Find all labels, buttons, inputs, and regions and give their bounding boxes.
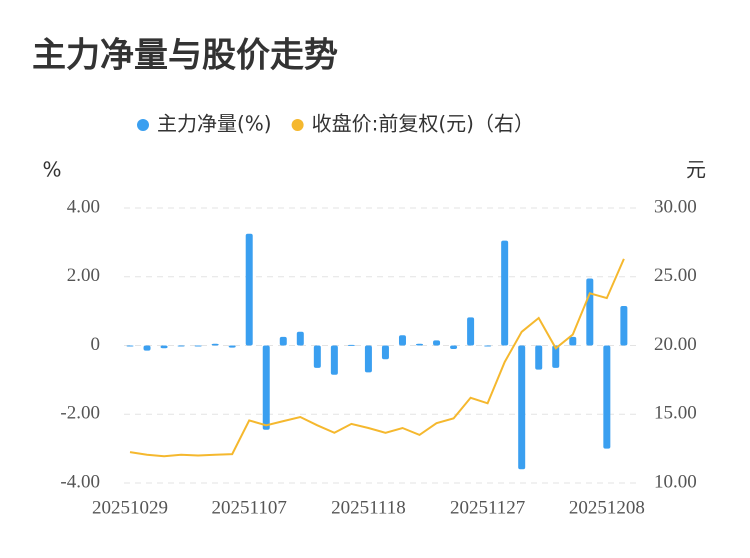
bar <box>143 345 151 351</box>
bar <box>160 345 168 349</box>
y2-tick-label: 30.00 <box>654 196 697 217</box>
legend-marker <box>137 119 149 131</box>
bar <box>569 336 577 346</box>
bar <box>501 240 509 346</box>
y-tick-label: -2.00 <box>60 403 100 424</box>
legend-label: 主力净量(%) <box>157 112 272 136</box>
y2-tick-label: 25.00 <box>654 265 697 286</box>
bar <box>552 345 560 368</box>
bar <box>381 345 389 360</box>
bar <box>535 345 543 370</box>
bar <box>347 344 355 346</box>
bar <box>228 345 236 348</box>
bar <box>467 317 475 346</box>
bar <box>330 345 338 375</box>
bar <box>177 345 185 347</box>
y-tick-label: -4.00 <box>60 471 100 492</box>
bar <box>364 345 372 373</box>
y-tick-label: 2.00 <box>67 265 100 286</box>
bar <box>620 305 628 346</box>
y-tick-label: 4.00 <box>67 196 100 217</box>
price-line <box>129 258 625 458</box>
bar <box>416 343 424 346</box>
y2-tick-label: 20.00 <box>654 334 697 355</box>
y2-tick-label: 15.00 <box>654 403 697 424</box>
bar <box>262 345 270 430</box>
x-tick-label: 20251118 <box>331 497 406 518</box>
bar <box>450 345 458 349</box>
y2-axis-label: 元 <box>686 158 706 182</box>
x-tick-label: 20251029 <box>92 497 168 518</box>
bar <box>279 336 287 346</box>
x-tick-label: 20251107 <box>212 497 287 518</box>
x-tick-label: 20251208 <box>569 497 645 518</box>
bar <box>126 345 134 347</box>
bar <box>398 335 406 346</box>
bar <box>313 345 321 368</box>
bar <box>194 345 202 347</box>
x-tick-label: 20251127 <box>450 497 525 518</box>
bar <box>603 345 611 449</box>
chart-title: 主力净量与股价走势 <box>32 36 338 76</box>
legend-marker <box>291 119 304 131</box>
y-tick-label: 0 <box>91 334 101 355</box>
bar <box>296 331 304 346</box>
bar <box>245 233 253 346</box>
y2-tick-label: 10.00 <box>654 471 697 492</box>
bar <box>586 278 594 346</box>
bar <box>211 343 219 346</box>
bar <box>433 340 441 346</box>
legend-label: 收盘价:前复权(元)（右） <box>312 112 534 136</box>
bar <box>518 345 526 470</box>
bar <box>484 345 492 347</box>
y-axis-label: % <box>42 158 61 182</box>
